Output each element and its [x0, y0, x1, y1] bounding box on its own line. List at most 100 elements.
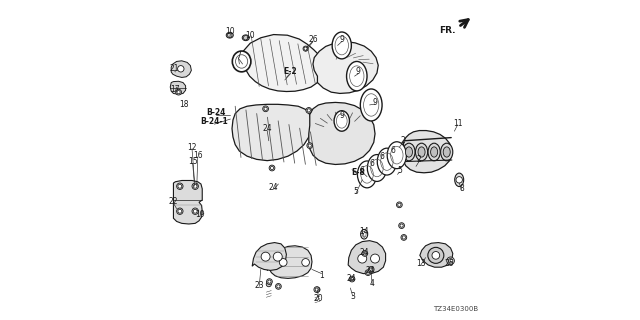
Circle shape — [308, 144, 312, 147]
Circle shape — [304, 47, 307, 50]
Circle shape — [264, 107, 268, 110]
Text: TZ34E0300B: TZ34E0300B — [433, 306, 479, 312]
Circle shape — [268, 280, 271, 283]
Circle shape — [448, 259, 453, 263]
Polygon shape — [252, 243, 287, 270]
Text: 1: 1 — [319, 271, 324, 280]
Text: 14: 14 — [358, 228, 369, 236]
Circle shape — [306, 108, 312, 113]
Ellipse shape — [444, 147, 451, 157]
Circle shape — [432, 252, 440, 259]
Circle shape — [192, 183, 198, 189]
Text: 9: 9 — [339, 36, 344, 44]
Circle shape — [401, 235, 407, 240]
Circle shape — [269, 165, 275, 171]
Circle shape — [178, 66, 184, 72]
Text: 2: 2 — [417, 156, 422, 164]
Circle shape — [275, 284, 282, 289]
Polygon shape — [268, 246, 312, 278]
Circle shape — [177, 91, 180, 94]
Text: 5: 5 — [353, 188, 358, 196]
Text: 2: 2 — [401, 136, 406, 145]
Polygon shape — [173, 180, 202, 224]
Text: E-8: E-8 — [351, 168, 365, 177]
Text: 11: 11 — [453, 119, 462, 128]
Text: 24: 24 — [365, 266, 376, 275]
Text: 19: 19 — [195, 210, 205, 219]
Text: 12: 12 — [188, 143, 196, 152]
Circle shape — [369, 267, 374, 272]
Ellipse shape — [232, 51, 251, 72]
Circle shape — [397, 202, 403, 208]
Circle shape — [193, 209, 197, 213]
Polygon shape — [420, 243, 453, 267]
Text: B-24: B-24 — [206, 108, 226, 117]
Circle shape — [349, 276, 355, 282]
Circle shape — [270, 166, 274, 170]
Circle shape — [399, 223, 404, 228]
Circle shape — [178, 209, 182, 213]
Circle shape — [307, 109, 310, 112]
Circle shape — [177, 208, 183, 214]
Circle shape — [193, 184, 197, 188]
Circle shape — [175, 89, 182, 95]
Ellipse shape — [357, 161, 377, 188]
Polygon shape — [313, 42, 378, 93]
Circle shape — [276, 285, 280, 288]
Circle shape — [261, 252, 270, 261]
Ellipse shape — [455, 173, 464, 187]
Circle shape — [228, 33, 232, 37]
Circle shape — [364, 252, 367, 255]
Text: 4: 4 — [370, 279, 374, 288]
Polygon shape — [243, 35, 325, 92]
Polygon shape — [232, 104, 311, 161]
Text: 24: 24 — [269, 183, 278, 192]
Circle shape — [370, 268, 373, 271]
Circle shape — [280, 259, 287, 266]
Circle shape — [192, 208, 198, 214]
Circle shape — [403, 236, 406, 239]
Ellipse shape — [378, 148, 397, 175]
Text: 20: 20 — [314, 294, 323, 303]
Text: 22: 22 — [169, 197, 178, 206]
Text: 26: 26 — [308, 35, 318, 44]
Ellipse shape — [347, 61, 367, 91]
Text: 10: 10 — [244, 31, 255, 40]
Text: 7: 7 — [236, 52, 241, 60]
Text: 15: 15 — [188, 157, 198, 166]
Polygon shape — [309, 102, 375, 164]
Circle shape — [273, 252, 282, 261]
Circle shape — [358, 254, 367, 263]
Text: 9: 9 — [356, 68, 361, 76]
Circle shape — [307, 143, 312, 148]
Circle shape — [314, 287, 320, 292]
Circle shape — [366, 271, 370, 274]
Text: 17: 17 — [170, 85, 180, 94]
Circle shape — [362, 251, 368, 256]
Ellipse shape — [360, 89, 382, 121]
Text: 6: 6 — [380, 152, 385, 161]
Text: 16: 16 — [193, 151, 203, 160]
Ellipse shape — [242, 35, 250, 41]
Text: 13: 13 — [416, 260, 426, 268]
Circle shape — [302, 259, 310, 266]
Ellipse shape — [334, 111, 349, 131]
Text: 6: 6 — [360, 166, 364, 175]
Ellipse shape — [332, 32, 351, 59]
Text: 24: 24 — [346, 274, 356, 283]
Circle shape — [267, 279, 273, 284]
Circle shape — [303, 46, 308, 51]
Ellipse shape — [441, 143, 453, 161]
Text: 9: 9 — [340, 111, 345, 120]
Circle shape — [351, 277, 354, 281]
Text: 24: 24 — [359, 248, 369, 257]
Circle shape — [263, 106, 269, 112]
Text: 3: 3 — [350, 292, 355, 301]
Ellipse shape — [406, 147, 413, 157]
Polygon shape — [172, 61, 191, 77]
Ellipse shape — [418, 147, 425, 157]
Circle shape — [177, 183, 183, 189]
Circle shape — [398, 203, 401, 206]
Circle shape — [428, 247, 444, 263]
Ellipse shape — [387, 142, 406, 169]
